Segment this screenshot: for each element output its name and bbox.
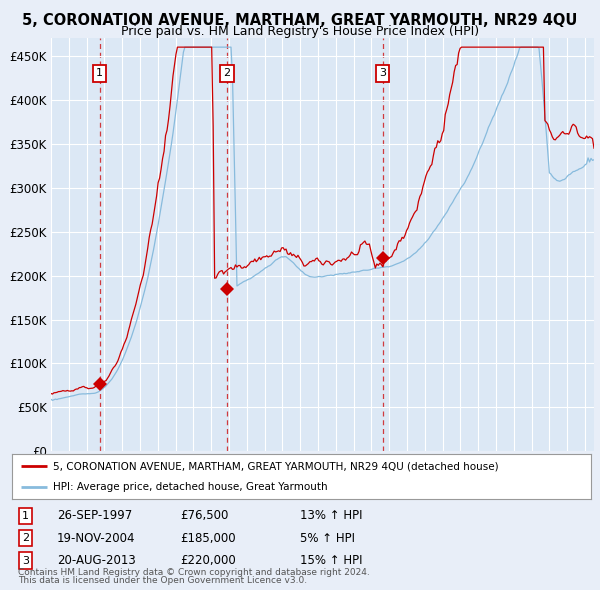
Text: 3: 3 <box>379 68 386 78</box>
Text: 1: 1 <box>22 511 29 520</box>
Text: Contains HM Land Registry data © Crown copyright and database right 2024.: Contains HM Land Registry data © Crown c… <box>18 568 370 577</box>
Text: 20-AUG-2013: 20-AUG-2013 <box>57 554 136 567</box>
Text: 5% ↑ HPI: 5% ↑ HPI <box>300 532 355 545</box>
Text: 1: 1 <box>96 68 103 78</box>
Text: 2: 2 <box>22 533 29 543</box>
Text: 5, CORONATION AVENUE, MARTHAM, GREAT YARMOUTH, NR29 4QU (detached house): 5, CORONATION AVENUE, MARTHAM, GREAT YAR… <box>53 461 498 471</box>
Text: 13% ↑ HPI: 13% ↑ HPI <box>300 509 362 522</box>
Text: HPI: Average price, detached house, Great Yarmouth: HPI: Average price, detached house, Grea… <box>53 481 327 491</box>
Text: This data is licensed under the Open Government Licence v3.0.: This data is licensed under the Open Gov… <box>18 576 307 585</box>
Text: 2: 2 <box>224 68 230 78</box>
Text: £76,500: £76,500 <box>180 509 229 522</box>
Text: Price paid vs. HM Land Registry's House Price Index (HPI): Price paid vs. HM Land Registry's House … <box>121 25 479 38</box>
Text: £220,000: £220,000 <box>180 554 236 567</box>
Text: £185,000: £185,000 <box>180 532 236 545</box>
Text: 5, CORONATION AVENUE, MARTHAM, GREAT YARMOUTH, NR29 4QU: 5, CORONATION AVENUE, MARTHAM, GREAT YAR… <box>22 13 578 28</box>
Text: 3: 3 <box>22 556 29 565</box>
Text: 26-SEP-1997: 26-SEP-1997 <box>57 509 132 522</box>
Text: 15% ↑ HPI: 15% ↑ HPI <box>300 554 362 567</box>
Text: 19-NOV-2004: 19-NOV-2004 <box>57 532 136 545</box>
